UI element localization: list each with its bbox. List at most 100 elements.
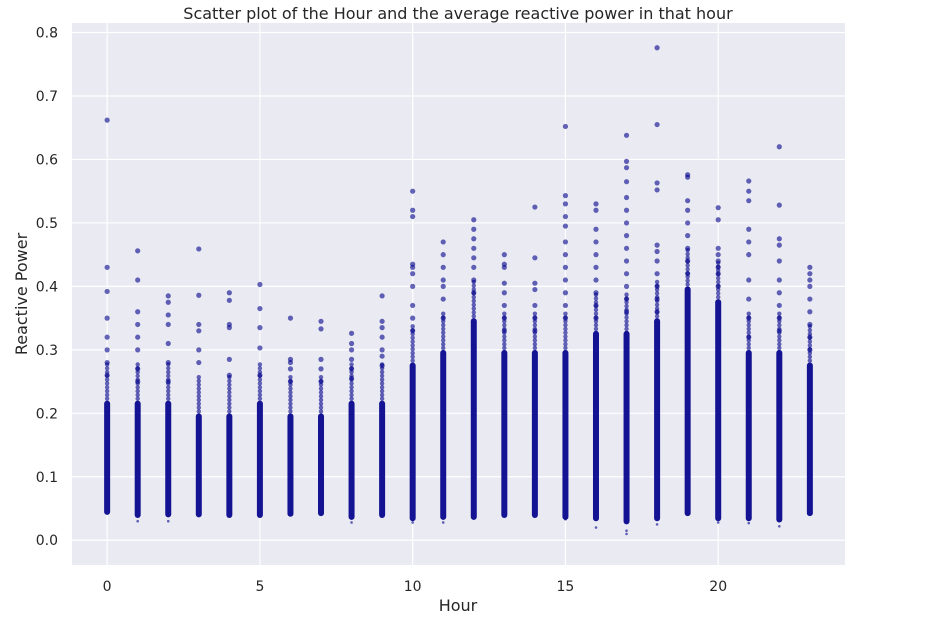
x-tick-label: 15 — [557, 579, 575, 595]
data-point — [166, 366, 171, 371]
data-point — [257, 366, 263, 371]
data-point — [532, 204, 538, 210]
data-point — [778, 524, 781, 528]
data-point — [654, 283, 660, 289]
data-point — [623, 158, 630, 164]
data-point — [532, 345, 538, 351]
data-point — [715, 205, 721, 211]
data-point — [471, 298, 476, 304]
data-point — [623, 296, 630, 302]
data-point — [165, 321, 171, 328]
data-point — [166, 396, 171, 401]
y-tick-label: 0.3 — [36, 343, 58, 359]
data-point — [593, 201, 599, 207]
data-point — [257, 388, 263, 394]
data-point — [135, 396, 140, 401]
data-point — [349, 381, 354, 386]
data-point — [532, 341, 538, 347]
data-point — [746, 239, 752, 245]
data-point — [623, 245, 630, 251]
data-point — [135, 392, 140, 398]
x-tick-labels: 0 5 10 15 20 — [103, 579, 727, 595]
data-point — [685, 267, 690, 272]
data-point — [288, 393, 293, 399]
data-point — [685, 220, 691, 226]
data-point — [502, 322, 507, 328]
data-point — [226, 372, 232, 378]
data-point — [532, 322, 538, 328]
data-point — [348, 340, 355, 347]
data-point — [136, 519, 139, 523]
data-point — [410, 315, 416, 321]
dense-point-column — [165, 400, 172, 518]
data-point — [471, 290, 477, 296]
data-point — [196, 397, 201, 403]
data-point — [440, 239, 446, 245]
data-point — [196, 359, 202, 366]
data-point — [501, 315, 507, 321]
data-point — [379, 377, 385, 382]
dense-point-column — [623, 330, 630, 525]
data-point — [196, 246, 202, 252]
data-point — [104, 381, 110, 386]
data-point — [777, 311, 782, 316]
data-point — [441, 338, 446, 343]
data-point — [257, 372, 263, 378]
data-point — [165, 312, 171, 318]
dense-point-column — [379, 400, 386, 519]
dense-point-column — [440, 349, 447, 520]
data-point — [562, 315, 569, 321]
y-tick-labels: 0.0 0.1 0.2 0.3 0.4 0.5 0.6 0.7 0.8 — [36, 26, 58, 550]
dense-point-column — [501, 349, 508, 519]
data-point — [318, 374, 324, 380]
data-point — [196, 393, 201, 399]
data-point — [501, 252, 507, 258]
data-point — [685, 278, 690, 283]
data-point — [410, 264, 416, 270]
data-point — [318, 393, 324, 399]
data-point — [562, 239, 569, 245]
data-point — [410, 335, 415, 340]
data-point — [654, 180, 660, 186]
data-point — [440, 252, 446, 258]
data-point — [135, 277, 141, 283]
data-point — [562, 223, 569, 229]
data-point — [441, 311, 446, 316]
data-point — [624, 322, 629, 328]
data-point — [410, 350, 415, 356]
data-point — [379, 318, 385, 324]
data-point — [502, 345, 507, 351]
data-point — [441, 322, 446, 328]
data-point — [410, 271, 416, 277]
data-point — [410, 354, 415, 360]
data-point — [562, 302, 569, 309]
data-point — [746, 178, 752, 184]
data-point — [502, 341, 507, 347]
dense-point-column — [806, 362, 813, 517]
data-point — [562, 290, 569, 296]
data-point — [348, 375, 355, 382]
data-point — [746, 296, 752, 302]
data-points — [104, 45, 813, 536]
data-point — [410, 324, 415, 329]
data-point — [654, 45, 660, 51]
data-point — [196, 409, 201, 414]
data-point — [226, 325, 232, 331]
dense-point-column — [256, 400, 263, 519]
data-point — [776, 328, 782, 334]
data-point — [196, 401, 201, 406]
data-point — [593, 226, 599, 232]
data-point — [716, 291, 721, 296]
data-point — [318, 386, 324, 391]
data-point — [716, 521, 720, 524]
data-point — [104, 288, 110, 295]
dense-point-column — [134, 400, 141, 519]
data-point — [746, 277, 752, 283]
data-point — [257, 381, 263, 386]
data-point — [318, 409, 324, 414]
data-point — [104, 264, 110, 270]
data-point — [104, 385, 110, 390]
data-point — [807, 309, 813, 315]
data-point — [593, 307, 599, 313]
data-point — [440, 283, 446, 289]
